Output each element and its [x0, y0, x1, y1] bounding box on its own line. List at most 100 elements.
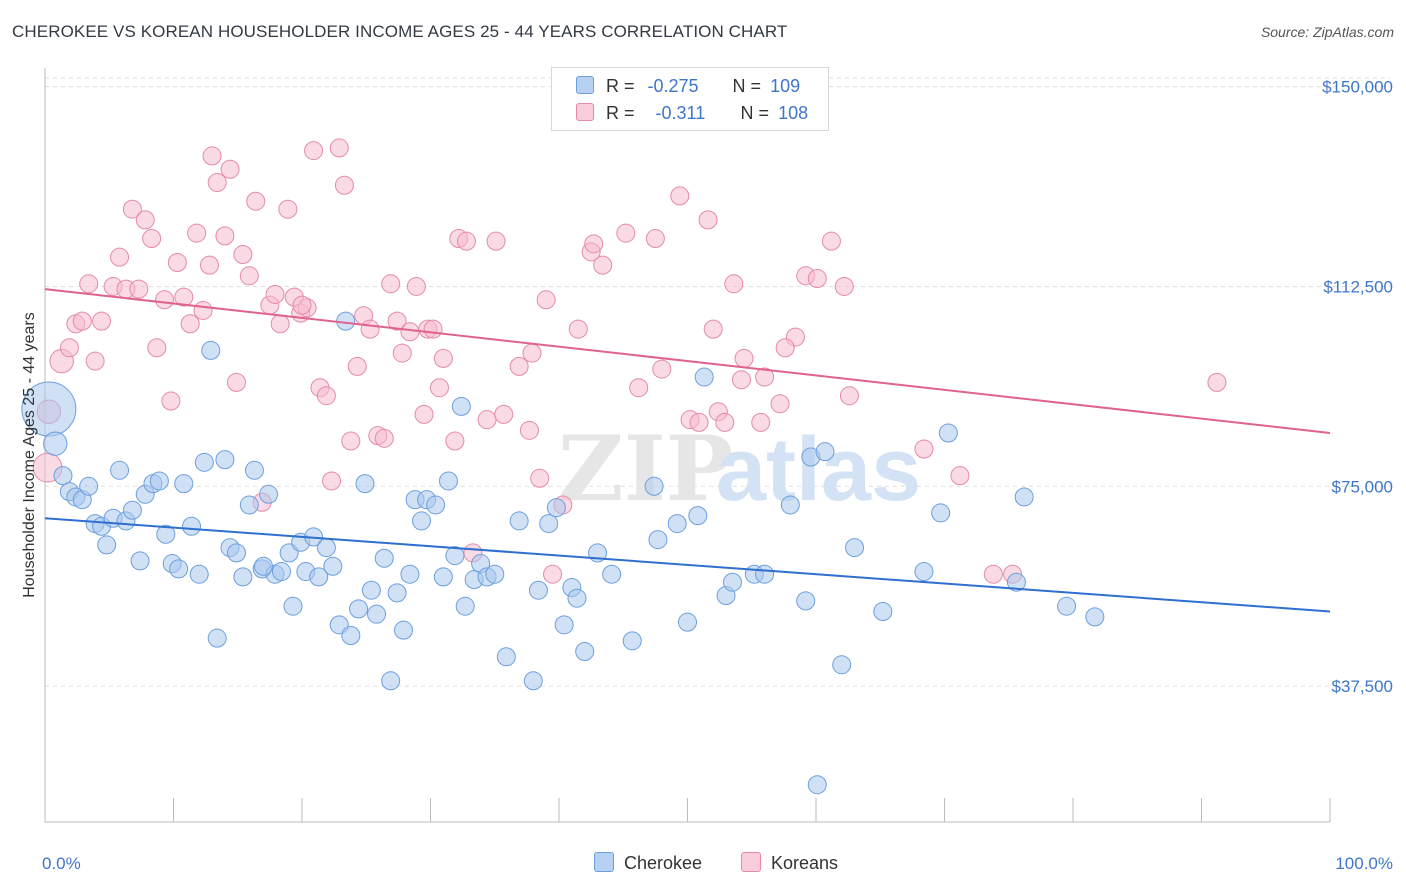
koreans-point [433, 348, 453, 368]
cherokee-point [455, 596, 475, 616]
cherokee-point [485, 564, 505, 584]
cherokee-point [174, 474, 194, 494]
koreans-point [486, 231, 506, 251]
cherokee-point [253, 556, 273, 576]
cherokee-point [400, 564, 420, 584]
koreans-point [751, 412, 771, 432]
koreans-swatch-icon [576, 103, 594, 121]
cherokee-trend-line [44, 517, 1331, 613]
koreans-point [59, 338, 79, 358]
koreans-point [334, 175, 354, 195]
stats-legend: R = -0.275 N = 109 R = -0.311 N = 108 [551, 67, 829, 131]
cherokee-point [215, 450, 235, 470]
cherokee-point [567, 588, 587, 608]
legend-row-cherokee: R = -0.275 N = 109 [576, 76, 800, 100]
koreans-point [770, 394, 790, 414]
koreans-point [142, 229, 162, 249]
cherokee-point [694, 367, 714, 387]
koreans-point [519, 420, 539, 440]
cherokee-point [780, 495, 800, 515]
cherokee-point [678, 612, 697, 632]
cherokee-point [239, 495, 259, 515]
koreans-point [147, 338, 167, 358]
cherokee-point [451, 396, 471, 416]
cherokee-point [156, 524, 176, 544]
koreans-point [914, 439, 934, 459]
x-tick-label: 0.0% [42, 854, 81, 873]
cherokee-swatch-icon [576, 76, 594, 94]
koreans-point [423, 319, 443, 339]
cherokee-point [575, 641, 595, 661]
cherokee-point [97, 535, 117, 555]
koreans-point [652, 359, 672, 379]
koreans-point [180, 314, 200, 334]
koreans-point [392, 343, 412, 363]
cherokee-point [412, 511, 432, 531]
koreans-point [72, 311, 92, 331]
koreans-point [445, 431, 465, 451]
bottom-legend-koreans: Koreans [741, 852, 838, 874]
cherokee-point [755, 564, 775, 584]
koreans-point [226, 372, 246, 392]
koreans-point [530, 468, 550, 488]
koreans-point [703, 319, 723, 339]
cherokee-point [546, 498, 566, 518]
cherokee-point [688, 506, 708, 526]
cherokee-point [815, 442, 835, 462]
koreans-point [584, 234, 604, 254]
koreans-point [731, 370, 751, 390]
koreans-point [135, 210, 155, 230]
watermark-atlas: atlas [716, 420, 921, 520]
koreans-point [187, 223, 207, 243]
cherokee-point [189, 564, 209, 584]
legend-row-koreans: R = -0.311 N = 108 [576, 103, 808, 127]
cherokee-point [539, 514, 559, 534]
cherokee-point [381, 671, 401, 691]
cherokee-point [169, 559, 189, 579]
koreans-point [233, 244, 253, 264]
legend-n-label: N = [740, 103, 770, 123]
koreans-point [316, 386, 336, 406]
cherokee-points [21, 311, 1105, 795]
cherokee-point [283, 596, 303, 616]
koreans-point [429, 378, 449, 398]
koreans-point [724, 274, 744, 294]
koreans-swatch-icon [741, 852, 761, 872]
koreans-point [629, 378, 649, 398]
bottom-legend-cherokee: Cherokee [594, 852, 702, 874]
cherokee-point [394, 620, 414, 640]
koreans-point [92, 311, 112, 331]
koreans-point [807, 268, 827, 288]
cherokee-point [149, 471, 169, 491]
koreans-point [122, 199, 142, 219]
koreans-point [755, 367, 775, 387]
chart-title: CHEROKEE VS KOREAN HOUSEHOLDER INCOME AG… [12, 22, 788, 41]
koreans-point [193, 300, 213, 320]
koreans-point [270, 314, 290, 334]
cherokee-point [233, 567, 253, 587]
cherokee-point [433, 567, 453, 587]
koreans-point [536, 290, 556, 310]
cherokee-point [445, 546, 465, 566]
cherokee-point [1006, 572, 1026, 592]
legend-label-koreans: Koreans [771, 853, 839, 873]
koreans-point [387, 311, 407, 331]
koreans-point [278, 199, 298, 219]
cherokee-point [1085, 607, 1105, 627]
x-tick-label: 100.0% [1335, 854, 1393, 873]
koreans-point [239, 266, 259, 286]
cherokee-point [496, 647, 516, 667]
cherokee-point [271, 562, 291, 582]
koreans-point [834, 276, 854, 296]
koreans-point [207, 173, 227, 193]
legend-n-value: 109 [770, 76, 801, 96]
koreans-point [360, 319, 380, 339]
cherokee-point [110, 460, 130, 480]
cherokee-point [648, 530, 668, 550]
koreans-point [304, 141, 324, 161]
koreans-point [202, 146, 222, 166]
koreans-point [174, 287, 194, 307]
koreans-point [568, 319, 588, 339]
y-tick-label: $112,500 [1323, 277, 1393, 296]
legend-n-label: N = [732, 76, 762, 96]
